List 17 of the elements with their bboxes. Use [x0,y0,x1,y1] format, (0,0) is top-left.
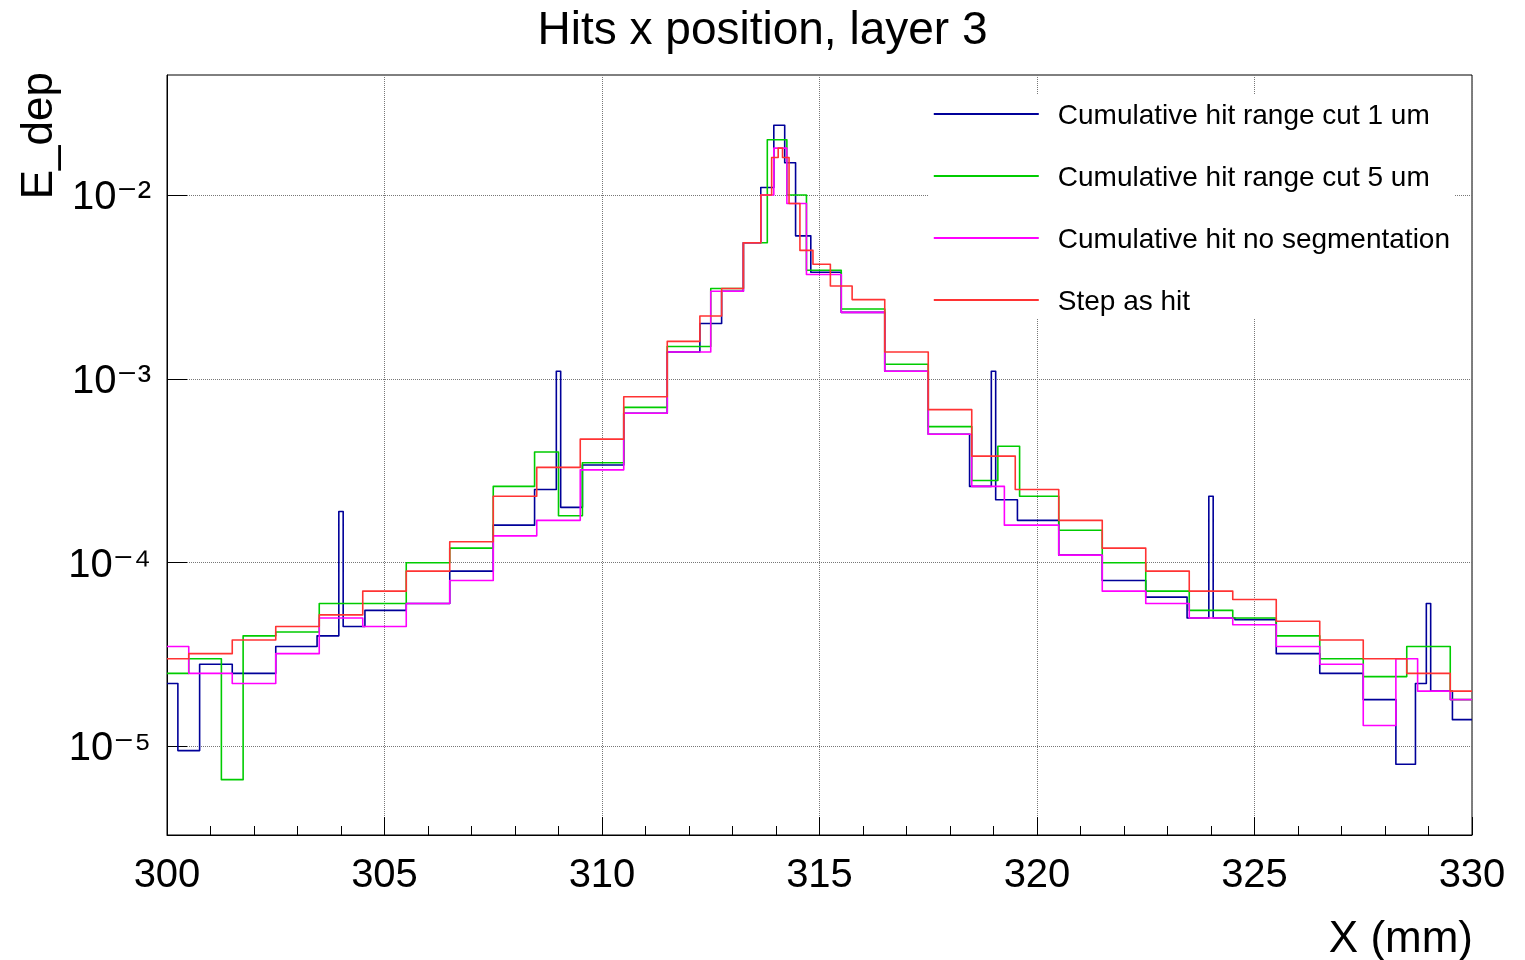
x-tick-label: 330 [1438,851,1506,895]
y-tick-label: 10⁻³ [72,356,151,401]
legend-label: Cumulative hit range cut 5 um [1057,160,1430,192]
x-tick-label: 315 [786,851,853,895]
legend-label: Step as hit [1057,284,1191,316]
x-tick-label: 300 [133,851,201,895]
y-tick-label: 10⁻⁴ [68,540,151,585]
chart-title: Hits x position, layer 3 [537,2,988,54]
x-tick-label: 320 [1003,851,1071,895]
legend-label: Cumulative hit range cut 1 um [1057,98,1430,130]
y-axis-title: E_dep [11,72,61,200]
x-tick-label: 325 [1221,851,1288,895]
y-tick-label: 10⁻⁵ [68,724,151,769]
y-tick-label: 10⁻² [72,173,151,218]
x-tick-label: 305 [351,851,418,895]
x-tick-label: 310 [568,851,636,895]
legend-label: Cumulative hit no segmentation [1057,222,1450,254]
